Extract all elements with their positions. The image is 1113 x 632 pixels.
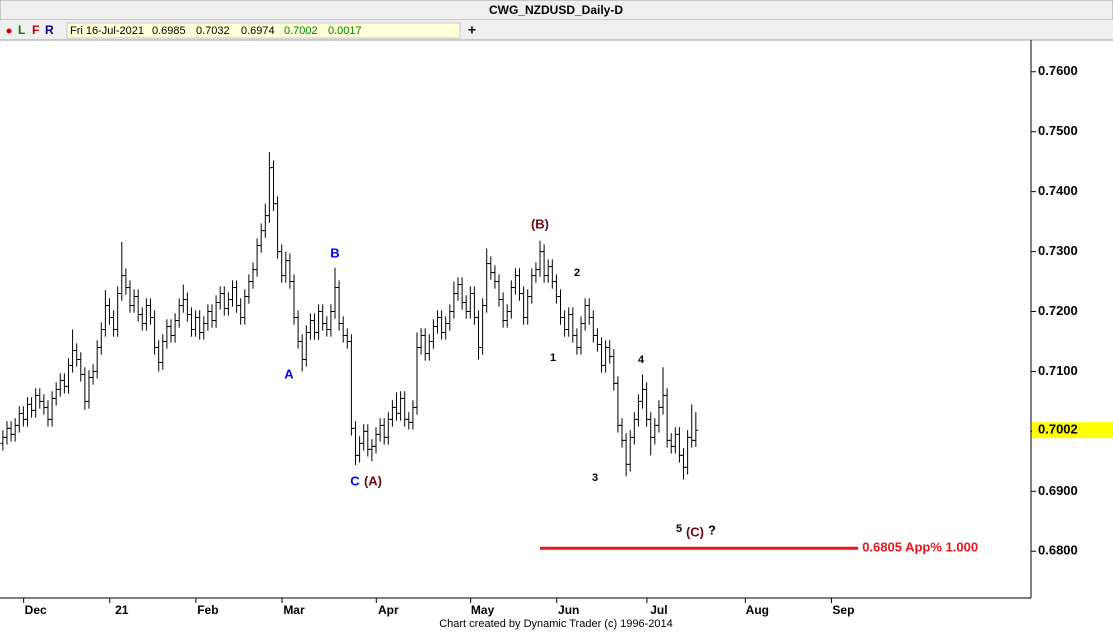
wave-label: 2	[574, 267, 580, 279]
last-price-label: 0.7002	[1038, 422, 1078, 437]
add-button[interactable]: +	[468, 22, 476, 38]
x-tick-label: 21	[115, 603, 129, 617]
wave-label: ?	[708, 522, 716, 537]
x-tick-label: May	[471, 603, 495, 617]
y-tick-label: 0.7300	[1038, 243, 1078, 258]
x-tick-label: Jun	[558, 603, 579, 617]
info-high: 0.7032	[196, 25, 230, 37]
x-tick-label: Sep	[832, 603, 854, 617]
y-tick-label: 0.7500	[1038, 123, 1078, 138]
wave-label: 5	[676, 523, 682, 535]
wave-label: 3	[592, 472, 598, 484]
wave-label: (A)	[364, 473, 382, 488]
chart-title: CWG_NZDUSD_Daily-D	[489, 3, 623, 17]
status-dot	[6, 28, 12, 34]
footer: Chart created by Dynamic Trader (c) 1996…	[439, 618, 673, 630]
x-tick-label: Aug	[746, 603, 769, 617]
wave-label: 4	[638, 354, 645, 366]
x-tick-label: Apr	[378, 603, 399, 617]
menu-l[interactable]: L	[18, 23, 25, 37]
y-tick-label: 0.7600	[1038, 63, 1078, 78]
target-label: 0.6805 App% 1.000	[862, 540, 978, 555]
info-box	[66, 22, 461, 39]
y-tick-label: 0.6800	[1038, 543, 1078, 558]
wave-label: B	[330, 245, 339, 260]
info-change: 0.0017	[328, 25, 362, 37]
x-tick-label: Dec	[25, 603, 47, 617]
wave-label: C	[350, 473, 360, 488]
wave-label: (B)	[531, 216, 549, 231]
y-tick-label: 0.7200	[1038, 303, 1078, 318]
info-date: Fri 16-Jul-2021	[70, 25, 144, 37]
x-tick-label: Feb	[197, 603, 218, 617]
x-tick-label: Mar	[283, 603, 305, 617]
info-open: 0.6985	[152, 25, 186, 37]
wave-label: A	[284, 366, 294, 381]
info-low: 0.6974	[241, 25, 275, 37]
info-close: 0.7002	[284, 25, 318, 37]
menu-f[interactable]: F	[32, 23, 39, 37]
y-tick-label: 0.7400	[1038, 183, 1078, 198]
wave-label: 1	[550, 352, 556, 364]
menu-r[interactable]: R	[45, 23, 54, 37]
wave-label: (C)	[686, 524, 704, 539]
x-tick-label: Jul	[650, 603, 667, 617]
last-price-box	[1032, 422, 1113, 439]
y-tick-label: 0.7100	[1038, 363, 1078, 378]
y-tick-label: 0.6900	[1038, 483, 1078, 498]
